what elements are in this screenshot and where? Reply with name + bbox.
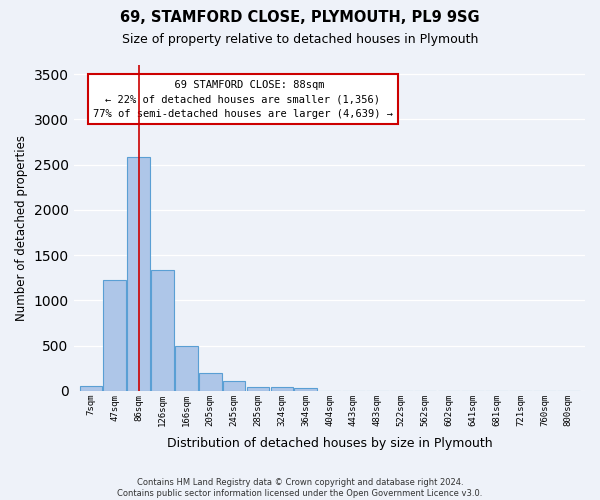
Bar [199,373,221,391]
Bar [223,382,245,391]
Bar [295,388,317,391]
Bar [151,270,174,391]
Bar [271,387,293,391]
X-axis label: Distribution of detached houses by size in Plymouth: Distribution of detached houses by size … [167,437,493,450]
Text: Size of property relative to detached houses in Plymouth: Size of property relative to detached ho… [122,32,478,46]
Text: Contains HM Land Registry data © Crown copyright and database right 2024.
Contai: Contains HM Land Registry data © Crown c… [118,478,482,498]
Bar [175,346,198,391]
Text: 69 STAMFORD CLOSE: 88sqm
← 22% of detached houses are smaller (1,356)
77% of sem: 69 STAMFORD CLOSE: 88sqm ← 22% of detach… [93,80,393,120]
Bar [103,280,126,391]
Bar [127,158,150,391]
Y-axis label: Number of detached properties: Number of detached properties [15,135,28,321]
Text: 69, STAMFORD CLOSE, PLYMOUTH, PL9 9SG: 69, STAMFORD CLOSE, PLYMOUTH, PL9 9SG [120,10,480,25]
Bar [247,387,269,391]
Bar [80,386,102,391]
